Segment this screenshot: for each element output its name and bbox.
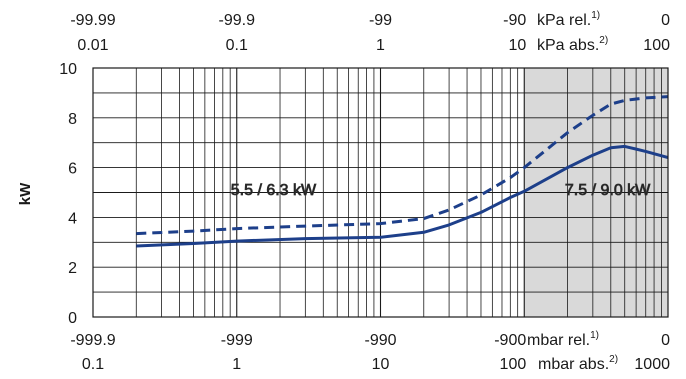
bottom-abs-unit: mbar abs.2) (538, 354, 618, 373)
bottom-abs-tick-label: 100 (500, 356, 527, 373)
bottom-abs-tick-label: 0.1 (82, 356, 104, 373)
y-tick-label: 0 (68, 310, 77, 327)
top-abs-tick-labels: 0.01 0.1 1 10 100 (77, 37, 670, 54)
bottom-rel-unit: mbar rel.1) (527, 330, 599, 349)
bottom-rel-tick-label: 0 (661, 332, 670, 349)
y-tick-label: 4 (68, 210, 77, 227)
y-tick-label: 8 (68, 111, 77, 128)
bottom-rel-tick-labels: -999.9 -999 -990 -900 0 (70, 332, 670, 349)
y-tick-label: 10 (59, 61, 77, 78)
top-abs-tick-label: 0.01 (77, 37, 108, 54)
bottom-rel-tick-label: -900 (494, 332, 526, 349)
plot-frame (92, 67, 669, 318)
top-rel-tick-labels: -99.99 -99.9 -99 -90 0 (70, 12, 670, 29)
bottom-rel-tick-label: -990 (364, 332, 396, 349)
series-group (136, 95, 669, 248)
bottom-abs-tick-label: 1 (232, 356, 241, 373)
series-line-dashed (136, 95, 669, 236)
annotation-label: 7.5 / 9.0 kW (565, 182, 651, 199)
top-abs-tick-label: 100 (643, 37, 670, 54)
bottom-abs-tick-labels: 0.1 1 10 100 1000 (82, 356, 670, 373)
bottom-rel-tick-label: -999.9 (70, 332, 115, 349)
top-rel-tick-label: 0 (661, 12, 670, 29)
top-abs-tick-label: 10 (508, 37, 526, 54)
y-tick-label: 2 (68, 260, 77, 277)
y-tick-label: 6 (68, 161, 77, 178)
bottom-abs-tick-label: 1000 (634, 356, 670, 373)
top-rel-tick-label: -99 (369, 12, 392, 29)
y-tick-labels: 0 2 4 6 8 10 (59, 61, 77, 327)
bottom-abs-tick-label: 10 (372, 356, 390, 373)
bottom-rel-tick-label: -999 (221, 332, 253, 349)
top-rel-unit: kPa rel.1) (537, 10, 600, 29)
top-abs-unit: kPa abs.2) (537, 35, 608, 54)
top-abs-tick-label: 0.1 (226, 37, 248, 54)
annotation-label: 5.5 / 6.3 kW (231, 182, 317, 199)
top-rel-tick-label: -99.99 (70, 12, 115, 29)
y-axis-label: kW (17, 182, 34, 205)
top-rel-tick-label: -90 (503, 12, 526, 29)
grid (93, 68, 668, 317)
series-line-solid (136, 144, 669, 248)
annotations: 5.5 / 6.3 kW 7.5 / 9.0 kW (230, 182, 651, 200)
top-abs-tick-label: 1 (376, 37, 385, 54)
top-rel-tick-label: -99.9 (219, 12, 256, 29)
